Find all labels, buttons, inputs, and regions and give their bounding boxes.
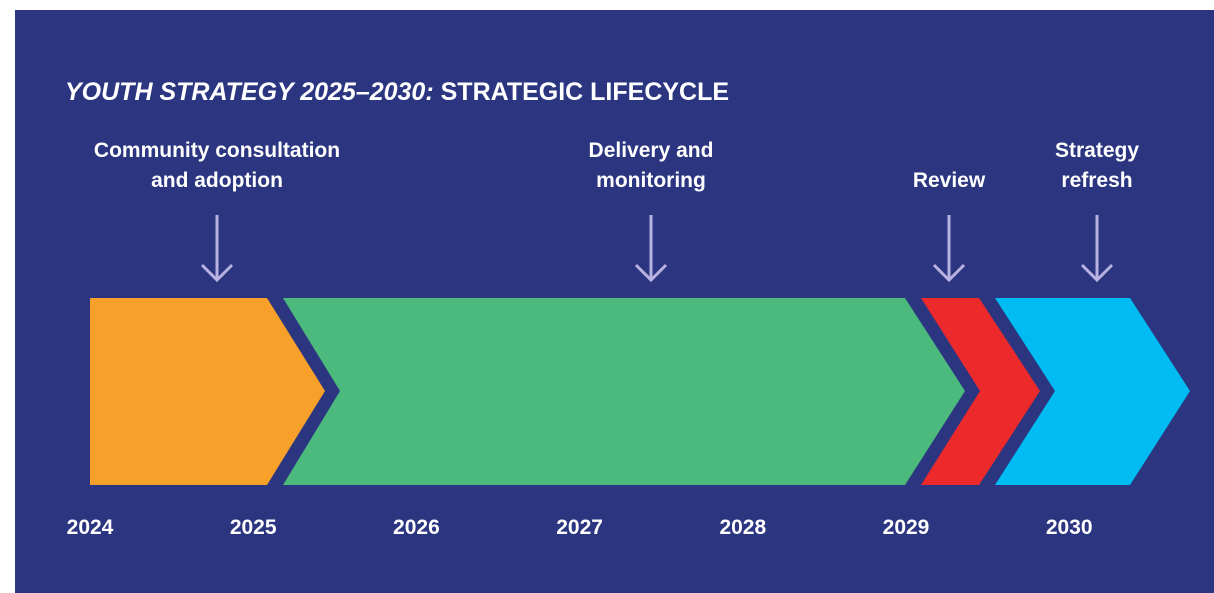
phase-label: monitoring	[596, 169, 706, 192]
phase-chevron-review	[921, 298, 1040, 485]
phase-chevron-refresh	[995, 298, 1190, 485]
down-arrow	[932, 215, 966, 283]
phase-chevron-consultation	[90, 298, 325, 485]
down-arrow	[634, 215, 668, 283]
title: YOUTH STRATEGY 2025–2030: STRATEGIC LIFE…	[65, 78, 729, 106]
year-label: 2024	[67, 516, 114, 539]
phase-label: Strategy	[1055, 139, 1139, 162]
arrow-head	[200, 263, 234, 283]
title-emphasis: YOUTH STRATEGY 2025–2030:	[65, 78, 434, 106]
year-label: 2025	[230, 516, 277, 539]
arrow-head	[1080, 263, 1114, 283]
phase-label: and adoption	[151, 169, 283, 192]
arrow-head	[932, 263, 966, 283]
phase-label: Community consultation	[94, 139, 340, 162]
phase-label: refresh	[1061, 169, 1132, 192]
year-label: 2029	[883, 516, 930, 539]
year-label: 2030	[1046, 516, 1093, 539]
down-arrow	[200, 215, 234, 283]
year-label: 2026	[393, 516, 440, 539]
phase-label: Delivery and	[589, 139, 714, 162]
year-label: 2028	[719, 516, 766, 539]
arrow-head	[634, 263, 668, 283]
phase-label: Review	[913, 169, 986, 192]
down-arrow	[1080, 215, 1114, 283]
title-rest: STRATEGIC LIFECYCLE	[441, 78, 729, 106]
year-label: 2027	[556, 516, 603, 539]
phase-chevron-delivery	[283, 298, 965, 485]
